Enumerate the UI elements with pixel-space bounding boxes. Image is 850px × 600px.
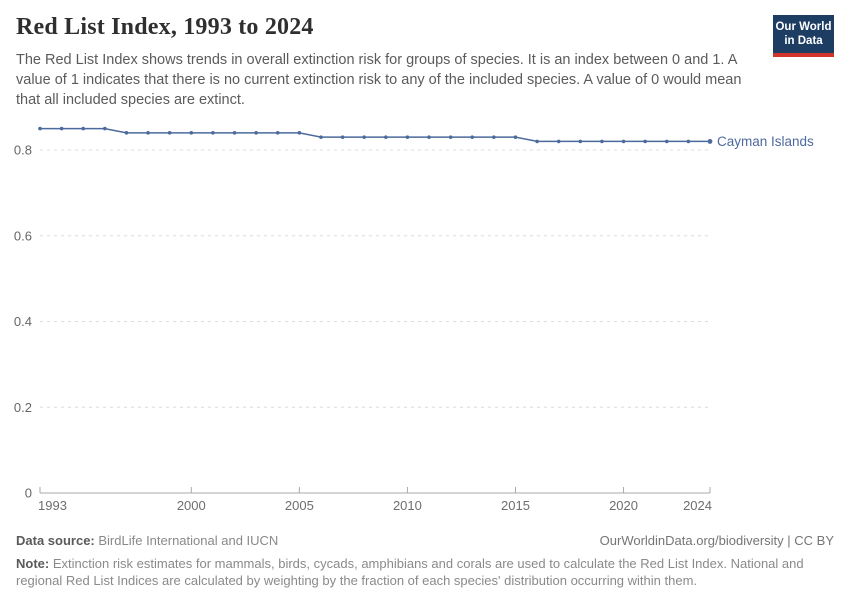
data-source-value: BirdLife International and IUCN <box>98 533 279 548</box>
data-point <box>340 135 345 139</box>
owid-logo[interactable]: Our World in Data <box>773 15 834 57</box>
data-point <box>362 135 366 139</box>
data-point <box>470 135 475 139</box>
y-axis-tick-label: 0.6 <box>14 228 32 243</box>
y-axis-tick-label: 0.8 <box>14 143 32 158</box>
owid-logo-line1: Our World <box>775 21 832 33</box>
data-point <box>492 135 496 139</box>
owid-link[interactable]: OurWorldinData.org/biodiversity <box>599 533 784 548</box>
y-axis-tick-label: 0.2 <box>14 400 32 415</box>
data-point <box>556 139 561 144</box>
data-point <box>621 139 626 144</box>
data-point <box>254 131 258 135</box>
data-point <box>81 126 86 131</box>
x-axis-tick-label: 2005 <box>285 498 314 513</box>
data-point <box>189 131 194 135</box>
chart-subtitle: The Red List Index shows trends in overa… <box>16 52 742 108</box>
data-point <box>384 135 388 139</box>
line-chart: 0 0.2 0.4 0.6 0.8 1993 2000 2005 2010 2015 2020 202… <box>14 126 814 513</box>
owid-logo-line2: in Data <box>784 35 823 48</box>
data-point <box>124 131 129 135</box>
data-point <box>59 126 64 131</box>
footer-row: Data source: BirdLife International and … <box>16 533 834 548</box>
data-point <box>275 131 280 135</box>
data-point <box>535 139 539 144</box>
data-line-cayman-islands <box>40 127 710 143</box>
chart-footer: Data source: BirdLife International and … <box>0 529 850 589</box>
data-point <box>167 131 172 135</box>
y-axis-tick-label: 0 <box>25 486 32 501</box>
data-source-label: Data source: <box>16 533 95 548</box>
data-point <box>405 135 410 139</box>
data-point <box>427 135 431 139</box>
x-axis-tick-label: 2020 <box>609 498 638 513</box>
data-point <box>232 131 237 135</box>
footnote-label: Note: <box>16 556 50 571</box>
data-point <box>707 139 713 144</box>
y-axis-tick-label: 0.4 <box>14 314 32 329</box>
data-point <box>448 135 453 139</box>
data-point <box>297 131 302 135</box>
data-point <box>643 139 647 144</box>
data-source: Data source: BirdLife International and … <box>16 533 278 548</box>
x-axis-tick-label: 2024 <box>683 498 712 513</box>
x-axis-tick-label: 2015 <box>501 498 530 513</box>
data-point <box>664 139 669 144</box>
data-point <box>686 139 691 144</box>
x-axis-tick-label: 1993 <box>38 498 67 513</box>
entity-label: Cayman Islands <box>717 134 814 149</box>
data-point <box>319 135 323 139</box>
data-point <box>600 139 604 144</box>
data-point <box>578 139 583 144</box>
x-axis-tick-label: 2010 <box>393 498 422 513</box>
page-title: Red List Index, 1993 to 2024 <box>16 14 314 40</box>
x-axis-tick-label: 2000 <box>177 498 206 513</box>
data-point <box>38 126 42 131</box>
footnote-value: Extinction risk estimates for mammals, b… <box>16 556 804 589</box>
chart-header: Red List Index, 1993 to 2024 Our World i… <box>0 0 850 110</box>
license-suffix: | CC BY <box>783 533 834 548</box>
license: OurWorldinData.org/biodiversity | CC BY <box>600 533 834 548</box>
data-point <box>211 131 215 135</box>
data-point <box>513 135 518 139</box>
data-point <box>103 126 107 131</box>
footnote: Note: Extinction risk estimates for mamm… <box>16 555 808 589</box>
data-point <box>146 131 150 135</box>
